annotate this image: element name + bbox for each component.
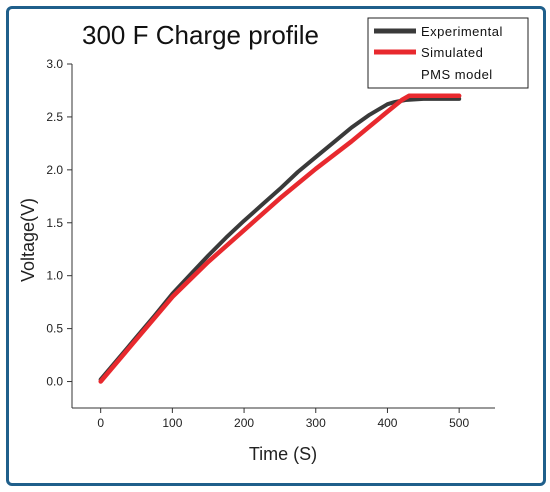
y-tick-label: 1.5 bbox=[46, 216, 63, 230]
x-tick-label: 200 bbox=[234, 416, 254, 430]
x-tick-label: 500 bbox=[449, 416, 469, 430]
chart-title: 300 F Charge profile bbox=[82, 20, 319, 50]
x-tick-label: 400 bbox=[377, 416, 397, 430]
x-axis-title: Time (S) bbox=[249, 444, 317, 464]
legend-label-pms-model: PMS model bbox=[421, 67, 493, 82]
y-tick-label: 3.0 bbox=[46, 57, 63, 71]
legend-label-simulated: Simulated bbox=[421, 45, 483, 60]
y-tick-label: 1.0 bbox=[46, 269, 63, 283]
series-layer bbox=[98, 93, 462, 384]
x-tick-label: 0 bbox=[97, 416, 104, 430]
y-axis-title: Voltage(V) bbox=[18, 198, 38, 282]
y-tick-label: 0.5 bbox=[46, 322, 63, 336]
legend-label-experimental: Experimental bbox=[421, 24, 503, 39]
series-line-simulated bbox=[98, 93, 462, 384]
y-tick-label: 0.0 bbox=[46, 375, 63, 389]
x-ticks: 0 100 200 300 400 500 bbox=[97, 408, 469, 430]
legend: Experimental Simulated PMS model bbox=[367, 17, 529, 89]
x-tick-label: 300 bbox=[306, 416, 326, 430]
y-tick-label: 2.5 bbox=[46, 110, 63, 124]
y-ticks: 0.0 0.5 1.0 1.5 2.0 2.5 3.0 bbox=[46, 57, 72, 389]
x-tick-label: 100 bbox=[162, 416, 182, 430]
y-tick-label: 2.0 bbox=[46, 163, 63, 177]
series-line-experimental bbox=[98, 96, 462, 382]
